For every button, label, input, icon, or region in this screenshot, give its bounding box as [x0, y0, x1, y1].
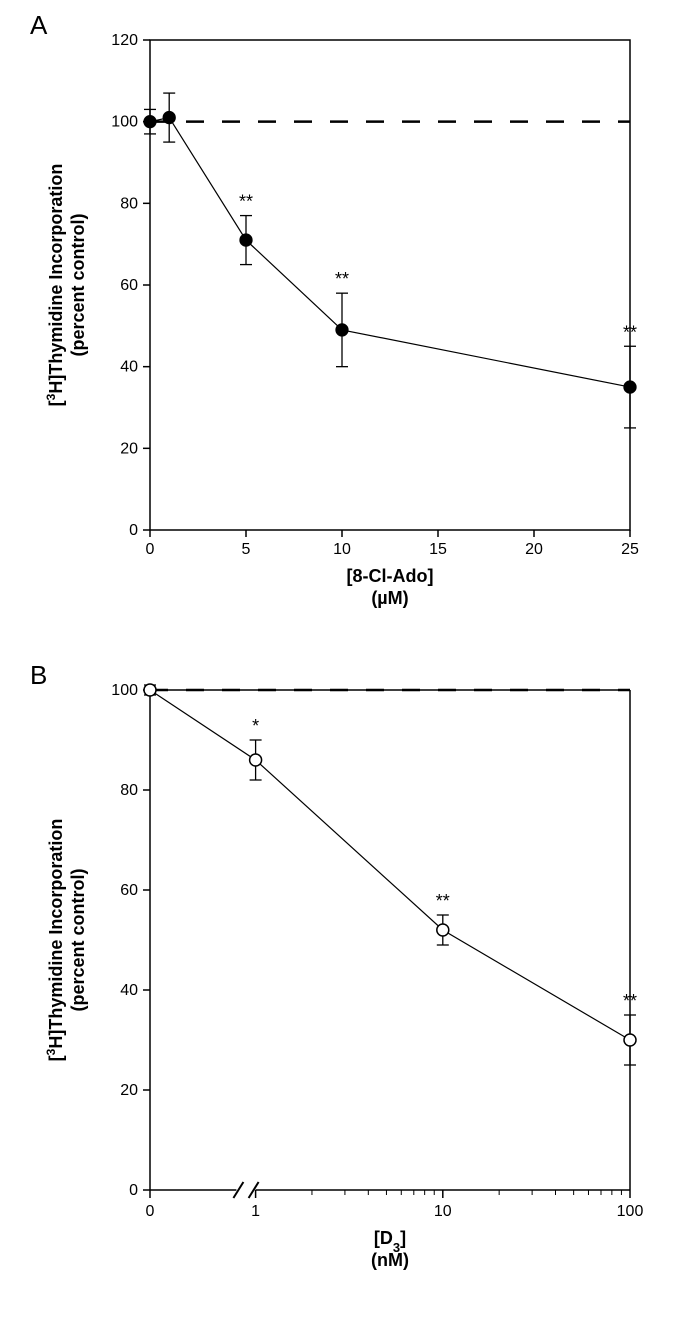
svg-text:40: 40	[120, 359, 138, 376]
svg-text:20: 20	[120, 440, 138, 457]
svg-text:80: 80	[120, 195, 138, 212]
svg-text:**: **	[623, 322, 637, 342]
svg-text:**: **	[436, 891, 450, 911]
chart-b: 0204060801000110100*****[3H]Thymidine In…	[30, 660, 655, 1300]
svg-text:10: 10	[333, 541, 351, 558]
chart-a: 0 20 40 60 80 100 120 0 5 10 15 20 25 ** ** ** [3H]Thymi…	[30, 10, 655, 630]
svg-text:15: 15	[429, 541, 447, 558]
svg-text:**: **	[239, 192, 253, 212]
svg-text:(percent control): (percent control)	[68, 868, 88, 1011]
svg-text:60: 60	[120, 277, 138, 294]
svg-text:10: 10	[434, 1203, 452, 1220]
panel-b-label: B	[30, 660, 47, 691]
svg-text:25: 25	[621, 541, 639, 558]
svg-text:**: **	[623, 991, 637, 1011]
svg-text:120: 120	[111, 32, 138, 49]
svg-text:5: 5	[242, 541, 251, 558]
svg-text:*: *	[252, 716, 259, 736]
svg-text:0: 0	[129, 522, 138, 539]
svg-text:60: 60	[120, 882, 138, 899]
svg-text:20: 20	[525, 541, 543, 558]
svg-text:[3H]Thymidine Incorporation: [3H]Thymidine Incorporation	[44, 164, 66, 407]
svg-text:20: 20	[120, 1082, 138, 1099]
panel-a-label: A	[30, 10, 47, 41]
svg-text:(µM): (µM)	[371, 588, 408, 608]
svg-text:100: 100	[617, 1203, 644, 1220]
svg-text:0: 0	[146, 1203, 155, 1220]
panel-a: A 0 20 40 60 80 100 120 0 5 10 15 20 25 ** ** ** [3H]Thy…	[30, 10, 655, 630]
svg-text:0: 0	[129, 1182, 138, 1199]
svg-text:100: 100	[111, 114, 138, 131]
svg-text:(nM): (nM)	[371, 1250, 409, 1270]
panel-b: B 0204060801000110100*****[3H]Thymidine …	[30, 660, 655, 1300]
svg-text:(percent control): (percent control)	[68, 213, 88, 356]
svg-text:0: 0	[146, 541, 155, 558]
svg-text:100: 100	[111, 682, 138, 699]
figure-page: { "panelA": { "label": "A", "type": "lin…	[0, 0, 685, 1325]
svg-text:40: 40	[120, 982, 138, 999]
svg-text:80: 80	[120, 782, 138, 799]
svg-text:[3H]Thymidine Incorporation: [3H]Thymidine Incorporation	[44, 819, 66, 1062]
svg-text:**: **	[335, 269, 349, 289]
svg-text:1: 1	[251, 1203, 260, 1220]
svg-text:[8-Cl-Ado]: [8-Cl-Ado]	[347, 566, 434, 586]
